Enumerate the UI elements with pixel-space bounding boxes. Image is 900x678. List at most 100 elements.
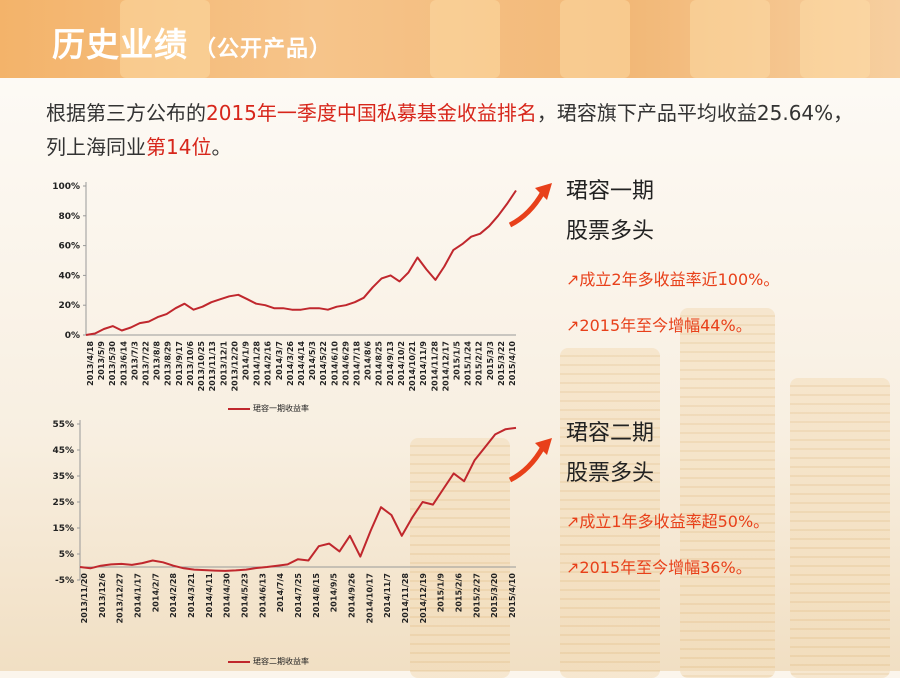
fund2-name: 珺容二期 [566,421,655,446]
y-tick-label: 60% [58,242,80,252]
x-tick-label: 2015/2/6 [455,573,464,613]
x-tick-label: 2014/6/29 [341,341,350,386]
y-tick-label: 20% [58,301,80,311]
x-tick-label: 2015/2/12 [475,341,484,386]
x-tick-label: 2015/3/22 [497,341,506,386]
x-tick-label: 2013/5/9 [97,341,106,381]
x-tick-label: 2014/10/2 [397,341,406,386]
x-tick-label: 2014/4/14 [297,341,306,386]
x-tick-label: 2015/3/20 [490,573,499,618]
fund2-point1: ↗成立1年多收益率超50%。 [566,512,770,531]
x-tick-label: 2014/2/7 [151,573,160,612]
x-tick-label: 2014/9/26 [348,573,357,618]
x-tick-label: 2013/5/30 [108,341,117,386]
y-tick-label: 0% [65,331,80,341]
x-tick-label: 2013/12/27 [116,573,125,623]
x-tick-label: 2013/12/6 [98,573,107,618]
fund1-name: 珺容一期 [566,179,655,204]
x-tick-label: 2014/2/28 [169,573,178,618]
chart1-svg: 0%20%40%60%80%100%2013/4/18 2013/5/9 2013/… [52,182,517,392]
arrow-small-icon: ↗ [566,512,580,531]
x-tick-label: 2014/9/5 [330,573,339,613]
x-tick-label: 2015/4/10 [508,573,517,618]
arrow-up-right-icon [508,183,552,228]
chart-fund1: 0% 20% 40% 60% 80% 100% 2013/4/18 2013/5/9 2013/… [40,178,530,413]
legend-swatch [228,660,250,663]
legend-swatch [228,407,250,410]
y-tick-label: 40% [58,271,80,281]
header-banner: 历史业绩 （公开产品） [0,0,900,78]
x-tick-label: 2013/4/18 [86,341,95,386]
y-tick-label: 15% [52,524,74,534]
y-tick-label: 55% [52,420,74,430]
x-tick-label: 2014/12/19 [419,573,428,624]
x-tick-label: 2014/11/28 [430,341,439,392]
x-tick-label: 2013/11/20 [80,573,89,624]
chart1-legend: 珺容一期收益率 [228,403,309,414]
x-tick-label: 2015/1/9 [437,573,446,613]
x-tick-label: 2014/6/13 [258,573,267,618]
x-tick-label: 2014/7/25 [294,573,303,618]
fund1-point2: ↗2015年至今增幅44%。 [566,316,752,335]
x-tick-label: 2014/11/28 [401,573,410,624]
y-tick-label: -5% [55,576,74,586]
x-tick-label: 2014/8/6 [364,341,373,381]
fund2-notes: 珺容二期 股票多头 ↗成立1年多收益率超50%。 ↗2015年至今增幅36%。 [566,414,886,580]
x-tick-label: 2014/5/3 [308,341,317,380]
x-tick-label: 2014/1/9 [241,341,250,381]
x-tick-label: 2015/1/5 [452,341,461,381]
intro-paragraph: 根据第三方公布的2015年一季度中国私募基金收益排名，珺容旗下产品平均收益25.… [46,101,854,159]
fund1-point1: ↗成立2年多收益率近100%。 [566,270,780,289]
x-tick-label: 2014/9/13 [386,341,395,386]
x-tick-label: 2014/8/25 [375,341,384,386]
y-tick-label: 80% [58,212,80,222]
x-tick-label: 2015/1/24 [464,341,473,386]
x-tick-label: 2015/3/3 [486,341,495,380]
y-tick-label: 35% [52,472,74,482]
arrow-small-icon: ↗ [566,270,580,289]
x-tick-label: 2014/3/7 [275,341,284,380]
series-line [85,189,517,336]
x-tick-label: 2014/1/28 [253,341,262,386]
arrow-small-icon: ↗ [566,316,580,335]
x-tick-label: 2014/12/17 [441,341,450,391]
x-tick-label: 2014/3/21 [187,573,196,618]
x-tick-label: 2014/1/17 [134,573,143,618]
page-subtitle: （公开产品） [194,37,333,62]
x-tick-label: 2013/6/14 [119,341,128,386]
x-tick-label: 2013/7/22 [142,341,151,386]
x-tick-label: 2014/8/15 [312,573,321,618]
background [0,78,900,678]
chart2-legend: 珺容二期收益率 [228,656,309,667]
x-tick-label: 2014/5/23 [241,573,250,618]
x-tick-label: 2014/11/7 [383,573,392,618]
x-tick-label: 2015/2/27 [472,573,481,618]
x-tick-label: 2014/10/17 [365,573,374,623]
x-tick-label: 2014/6/10 [330,341,339,386]
y-tick-label: 25% [52,498,74,508]
chart2-svg: -5% 5% 15% 25% 35% 45% 55% 2013/11/20 2013/12/6 2… [52,420,517,624]
x-tick-label: 2015/4/10 [508,341,517,386]
x-tick-label: 2014/11/9 [419,341,428,386]
x-tick-label: 2013/8/29 [164,341,173,386]
x-tick-label: 2013/9/17 [175,341,184,386]
arrow-small-icon: ↗ [566,558,580,577]
x-tick-label: 2014/4/11 [205,573,214,618]
x-tick-label: 2014/5/22 [319,341,328,386]
x-tick-label: 2014/10/21 [408,341,417,392]
y-tick-label: 45% [52,446,74,456]
fund2-point2: ↗2015年至今增幅36%。 [566,558,752,577]
arrow-up-right-icon [508,438,552,483]
page-title: 历史业绩 （公开产品） [52,25,333,64]
series-line [79,426,517,572]
x-tick-label: 2013/12/1 [219,341,228,386]
x-tick-label: 2014/4/30 [223,573,232,618]
fund1-notes: 珺容一期 股票多头 ↗成立2年多收益率近100%。 ↗2015年至今增幅44%。 [566,172,886,338]
x-tick-label: 2014/7/4 [276,573,285,613]
fund2-strategy: 股票多头 [566,461,655,486]
x-tick-label: 2013/10/6 [186,341,195,386]
x-tick-label: 2013/11/13 [208,341,217,391]
x-tick-label: 2014/2/16 [264,341,273,386]
chart-fund2: -5% 5% 15% 25% 35% 45% 55% 2013/11/20 2013/12/6 2… [40,416,530,661]
x-tick-label: 2013/10/25 [197,341,206,392]
